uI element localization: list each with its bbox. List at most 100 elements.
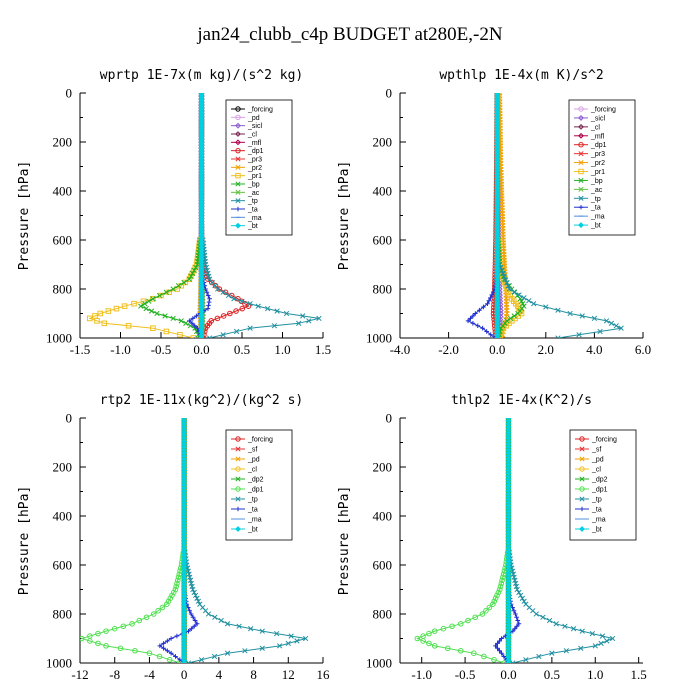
legend-label: _ac — [590, 187, 603, 194]
series-point_tp — [521, 295, 527, 301]
series-point_ta — [489, 292, 495, 298]
y-axis-label: Pressure [hPa] — [337, 161, 352, 271]
y-tick-label: 800 — [53, 607, 73, 622]
series-point_bt — [181, 659, 188, 663]
series-point_pr1 — [188, 273, 194, 280]
legend-marker — [578, 115, 584, 121]
series-point_bp — [188, 273, 194, 279]
series-point_tp — [224, 650, 231, 656]
series-point_tp — [591, 315, 598, 322]
series-point_tp — [248, 626, 254, 632]
series-point_dp1 — [177, 568, 183, 574]
x-tick-label: 2.0 — [538, 342, 554, 357]
legend-marker — [579, 526, 585, 532]
legend-label: _ma — [591, 517, 606, 524]
legend-label: _pr3 — [590, 151, 605, 158]
legend: _forcing_sicl _cl _mfl _dp1 _pr3 _pr2 _pr1 _bp _… — [568, 99, 636, 236]
series-point_tp — [187, 577, 194, 583]
series-point_tp — [530, 301, 537, 307]
y-tick-label: 1000 — [46, 331, 72, 346]
x-tick-label: 1.0 — [587, 667, 603, 682]
legend-marker — [235, 222, 241, 229]
legend-marker — [579, 486, 585, 492]
legend-label: _dp2 — [247, 477, 264, 484]
series-point_ta — [497, 638, 502, 644]
x-tick-label: 0.5 — [544, 667, 560, 682]
series-point_dp1 — [426, 640, 432, 647]
series-point_ta — [501, 654, 507, 659]
legend-marker — [579, 506, 585, 512]
series-point_tp — [255, 303, 261, 309]
series-point_pr1 — [121, 303, 128, 309]
series-point_ta — [186, 628, 191, 634]
legend-marker — [235, 131, 241, 137]
series-point_dp1 — [491, 598, 498, 605]
series-point_dp1 — [470, 650, 477, 657]
series-point_dp1 — [490, 601, 496, 608]
legend-marker — [578, 142, 584, 148]
series-point_tp — [598, 640, 604, 647]
series-point_dp1 — [220, 313, 227, 319]
legend: _forcing _sf _pd _cl _dp2 _dp1 _tp _ta _ma _bt — [569, 429, 637, 541]
legend-marker — [578, 132, 584, 139]
legend-marker — [579, 496, 585, 502]
series-point_ta — [465, 318, 471, 324]
legend-label: _sf — [247, 447, 257, 454]
panel-thlp2: thlp2 1E-4x(K^2)/s Pressure [hPa] 0 200 400 6… — [337, 393, 647, 682]
legend-marker — [235, 436, 241, 442]
series-point_tp — [543, 304, 549, 310]
series-point_tp — [505, 283, 511, 289]
series-point_tp — [511, 574, 517, 580]
series-point_pr1 — [125, 322, 132, 329]
y-tick-label: 0 — [386, 86, 393, 101]
legend-label: _dp2 — [591, 477, 608, 484]
series-point_tp — [192, 592, 199, 599]
series-point_dp1 — [457, 621, 464, 627]
series-point_ta — [188, 611, 194, 617]
series-point_tp — [316, 315, 322, 322]
legend-marker — [578, 106, 584, 112]
series-point_ta — [513, 611, 518, 617]
series-point_tp — [499, 267, 505, 274]
series-point_tp — [517, 592, 524, 599]
series-point_dp1 — [80, 635, 85, 642]
legend-marker — [235, 486, 241, 492]
series-point_tp — [553, 621, 559, 627]
series-point_dp1 — [174, 577, 181, 584]
series-point_bp — [170, 286, 176, 292]
series-point_tp — [274, 308, 280, 314]
series-point_tp — [288, 633, 294, 639]
series-point_tp — [512, 577, 518, 583]
series-point_dp1 — [111, 625, 118, 632]
series-point_tp — [510, 660, 516, 663]
series-point_tp — [247, 301, 253, 307]
legend-marker — [579, 466, 585, 472]
series-point_tp — [187, 574, 193, 580]
series-point_tp — [604, 638, 610, 644]
series-line_tp — [508, 552, 615, 663]
legend-label: _forcing — [591, 437, 617, 444]
series-point_tp — [578, 645, 584, 651]
legend-label: _ac — [247, 190, 260, 197]
series-point_dp1 — [132, 647, 138, 654]
series-point_ta — [189, 626, 194, 631]
series-point_tp — [516, 589, 522, 596]
legend-marker — [235, 506, 241, 512]
series-point_ta — [190, 614, 196, 620]
series-point_pr1 — [186, 276, 193, 282]
legend-label: _pr2 — [590, 160, 605, 167]
legend-marker — [235, 526, 241, 532]
series-point_tp — [211, 653, 218, 660]
legend-label: _bp — [590, 178, 603, 185]
series-point_tp — [609, 635, 616, 642]
legend-label: _pr1 — [590, 169, 605, 176]
series-point_dp1 — [497, 586, 503, 593]
series-point_tp — [510, 571, 517, 577]
y-axis-label: Pressure [hPa] — [17, 161, 32, 271]
series-point_tp — [296, 320, 302, 326]
y-tick-label: 0 — [386, 411, 393, 426]
y-tick-label: 200 — [53, 460, 73, 475]
series-point_pr1 — [97, 310, 104, 317]
series-point_dp1 — [166, 656, 173, 663]
